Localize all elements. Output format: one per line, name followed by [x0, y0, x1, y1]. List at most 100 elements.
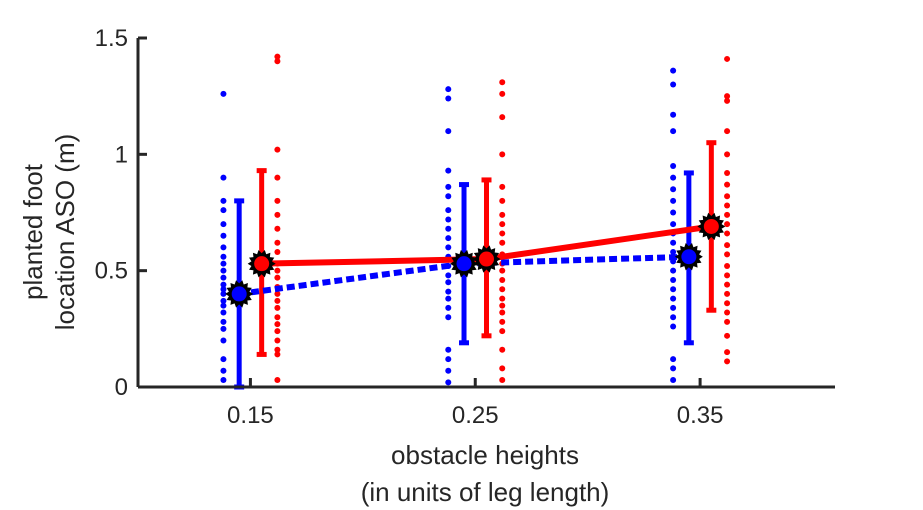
data-point: [274, 290, 281, 297]
data-point: [274, 211, 281, 218]
data-point: [274, 239, 281, 246]
data-point: [499, 114, 506, 121]
data-point: [499, 302, 506, 309]
data-point: [445, 225, 452, 232]
data-point: [220, 367, 227, 374]
data-point: [724, 93, 731, 100]
x-axis-label-line-2: (in units of leg length): [361, 477, 610, 507]
data-point: [220, 232, 227, 239]
mean-marker-center: [456, 256, 472, 272]
data-point: [724, 97, 731, 104]
data-point: [499, 239, 506, 246]
data-point: [499, 346, 506, 353]
data-point: [499, 79, 506, 86]
data-point: [724, 263, 731, 270]
data-point: [670, 221, 677, 228]
data-point: [724, 281, 731, 288]
data-point: [445, 235, 452, 242]
data-point: [499, 211, 506, 218]
data-point: [220, 377, 227, 384]
data-point: [274, 314, 281, 321]
data-point: [724, 151, 731, 158]
data-point: [445, 367, 452, 374]
x-axis-label-line-1: obstacle heights: [391, 440, 579, 470]
data-point: [445, 86, 452, 93]
data-point: [220, 274, 227, 281]
data-point: [445, 279, 452, 286]
data-point: [670, 295, 677, 302]
data-point: [445, 207, 452, 214]
data-point: [499, 267, 506, 274]
data-point: [499, 183, 506, 190]
data-point: [670, 314, 677, 321]
data-point: [670, 111, 677, 118]
data-point: [724, 309, 731, 316]
data-point: [724, 242, 731, 249]
data-point: [499, 90, 506, 97]
data-point: [670, 81, 677, 88]
data-point: [445, 183, 452, 190]
data-point: [499, 318, 506, 325]
data-point: [274, 377, 281, 384]
data-point: [220, 337, 227, 344]
data-point: [220, 174, 227, 181]
data-point: [670, 174, 677, 181]
data-point: [670, 239, 677, 246]
data-point: [724, 230, 731, 237]
data-point: [499, 276, 506, 283]
data-point: [670, 186, 677, 193]
data-point: [499, 295, 506, 302]
data-point: [499, 221, 506, 228]
data-point: [445, 295, 452, 302]
data-point: [220, 318, 227, 325]
data-point: [724, 221, 731, 228]
data-point: [499, 309, 506, 316]
data-point: [670, 276, 677, 283]
data-point: [274, 146, 281, 153]
data-point: [274, 197, 281, 204]
data-point: [274, 346, 281, 353]
data-point: [220, 325, 227, 332]
data-point: [274, 304, 281, 311]
data-point: [670, 67, 677, 74]
y-tick-label: 0.5: [95, 258, 128, 285]
data-point: [724, 318, 731, 325]
data-point: [445, 193, 452, 200]
data-point: [274, 58, 281, 65]
data-point: [499, 365, 506, 372]
mean-marker-center: [254, 256, 270, 272]
data-point: [220, 286, 227, 293]
data-point: [724, 251, 731, 258]
data-point: [220, 356, 227, 363]
data-point: [670, 356, 677, 363]
x-tick-label: 0.35: [677, 402, 724, 429]
data-point: [724, 169, 731, 176]
data-point: [445, 272, 452, 279]
data-point: [274, 267, 281, 274]
data-point: [220, 207, 227, 214]
y-tick-label: 0: [115, 374, 128, 401]
data-point: [670, 267, 677, 274]
data-point: [274, 337, 281, 344]
data-point: [274, 53, 281, 60]
data-point: [274, 274, 281, 281]
x-tick-label: 0.25: [452, 402, 499, 429]
data-point: [724, 211, 731, 218]
data-point: [724, 358, 731, 365]
data-point: [499, 151, 506, 158]
axis-ticks: 0 0.5 1 1.5 0.15 0.25 0.35: [95, 25, 724, 429]
data-point: [670, 304, 677, 311]
data-point: [445, 167, 452, 174]
data-point: [670, 365, 677, 372]
data-point: [724, 349, 731, 356]
data-point: [220, 253, 227, 260]
data-point: [670, 286, 677, 293]
data-point: [670, 249, 677, 256]
y-axis-label-line-2: location ASO (m): [50, 134, 80, 331]
mean-line: [238, 253, 689, 297]
data-point: [220, 244, 227, 251]
data-point: [499, 230, 506, 237]
data-point: [724, 128, 731, 135]
data-point: [724, 272, 731, 279]
